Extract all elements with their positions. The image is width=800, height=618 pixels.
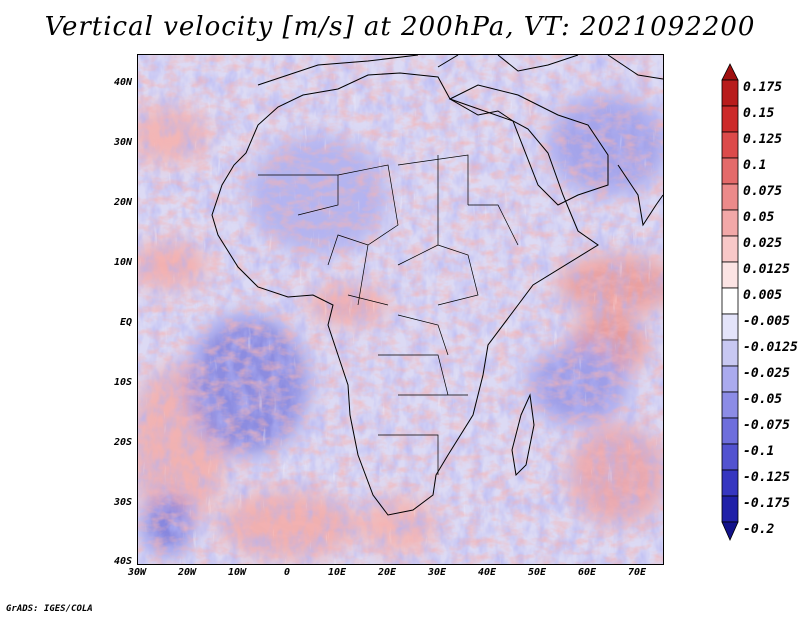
credit-text: GrADS: IGES/COLA xyxy=(6,604,93,614)
lat-label-eq: EQ xyxy=(119,317,132,328)
colorbar-label: 0.175 xyxy=(743,80,783,95)
colorbar-swatch xyxy=(721,365,739,393)
colorbar-label: 0.15 xyxy=(743,106,775,121)
colorbar-swatch xyxy=(721,287,739,315)
lon-label-30w: 30W xyxy=(127,567,147,578)
vertical-velocity-map[interactable] xyxy=(137,54,664,565)
europe-coastline xyxy=(257,55,663,86)
colorbar-swatch xyxy=(721,391,739,419)
colorbar-label: -0.005 xyxy=(743,314,790,329)
colorbar-swatch xyxy=(721,79,739,107)
lon-label-10e: 10E xyxy=(327,567,347,578)
colorbar-label: -0.05 xyxy=(743,392,783,407)
colorbar-swatch xyxy=(721,521,739,541)
colorbar-label: -0.075 xyxy=(743,418,790,433)
coastlines xyxy=(211,55,663,516)
lat-label-30n: 30N xyxy=(113,137,132,148)
colorbar-label: 0.05 xyxy=(743,210,775,225)
lon-label-60e: 60E xyxy=(577,567,597,578)
colorbar-label: 0.075 xyxy=(743,184,783,199)
colorbar-label: 0.005 xyxy=(743,288,783,303)
colorbar xyxy=(721,63,739,541)
colorbar-swatch xyxy=(721,339,739,367)
colorbar-label: 0.125 xyxy=(743,132,783,147)
lat-label-40n: 40N xyxy=(113,77,132,88)
colorbar-label: 0.025 xyxy=(743,236,783,251)
colorbar-swatch xyxy=(721,469,739,497)
madagascar-coastline xyxy=(511,393,535,477)
borders xyxy=(258,154,519,475)
colorbar-label: -0.2 xyxy=(743,522,775,537)
colorbar-label: -0.025 xyxy=(743,366,790,381)
colorbar-label: -0.0125 xyxy=(743,340,798,355)
lon-label-40e: 40E xyxy=(477,567,497,578)
colorbar-swatch xyxy=(721,209,739,237)
lat-label-10n: 10N xyxy=(113,257,132,268)
lon-label-70e: 70E xyxy=(627,567,647,578)
lon-label-30e: 30E xyxy=(427,567,447,578)
africa-coastline xyxy=(211,72,599,516)
lon-label-50e: 50E xyxy=(527,567,547,578)
colorbar-label: -0.175 xyxy=(743,496,790,511)
colorbar-swatch xyxy=(721,183,739,211)
colorbar-label: -0.125 xyxy=(743,470,790,485)
lon-label-0: 0 xyxy=(283,567,291,578)
colorbar-swatch xyxy=(721,157,739,185)
colorbar-swatch xyxy=(721,313,739,341)
lon-label-20w: 20W xyxy=(177,567,197,578)
map-title: Vertical velocity [m/s] at 200hPa, VT: 2… xyxy=(44,12,756,42)
colorbar-swatch xyxy=(721,417,739,445)
colorbar-swatch xyxy=(721,443,739,471)
colorbar-swatch xyxy=(721,131,739,159)
colorbar-swatch xyxy=(721,261,739,289)
lat-label-30s: 30S xyxy=(113,497,132,508)
colorbar-label: 0.0125 xyxy=(743,262,790,277)
lat-label-40s: 40S xyxy=(113,556,132,567)
lat-label-20n: 20N xyxy=(113,197,132,208)
map-canvas xyxy=(138,55,663,564)
colorbar-swatch xyxy=(721,235,739,263)
colorbar-swatch xyxy=(721,105,739,133)
lat-label-10s: 10S xyxy=(113,377,132,388)
lon-label-10w: 10W xyxy=(227,567,247,578)
colorbar-swatch xyxy=(721,63,739,81)
colorbar-swatch xyxy=(721,495,739,523)
india-coastline xyxy=(617,164,663,227)
colorbar-label: -0.1 xyxy=(743,444,775,459)
colorbar-label: 0.1 xyxy=(743,158,767,173)
lon-label-20e: 20E xyxy=(377,567,397,578)
arabia-coastline xyxy=(448,84,609,206)
lat-label-20s: 20S xyxy=(113,437,132,448)
contour-streaks xyxy=(138,55,663,564)
